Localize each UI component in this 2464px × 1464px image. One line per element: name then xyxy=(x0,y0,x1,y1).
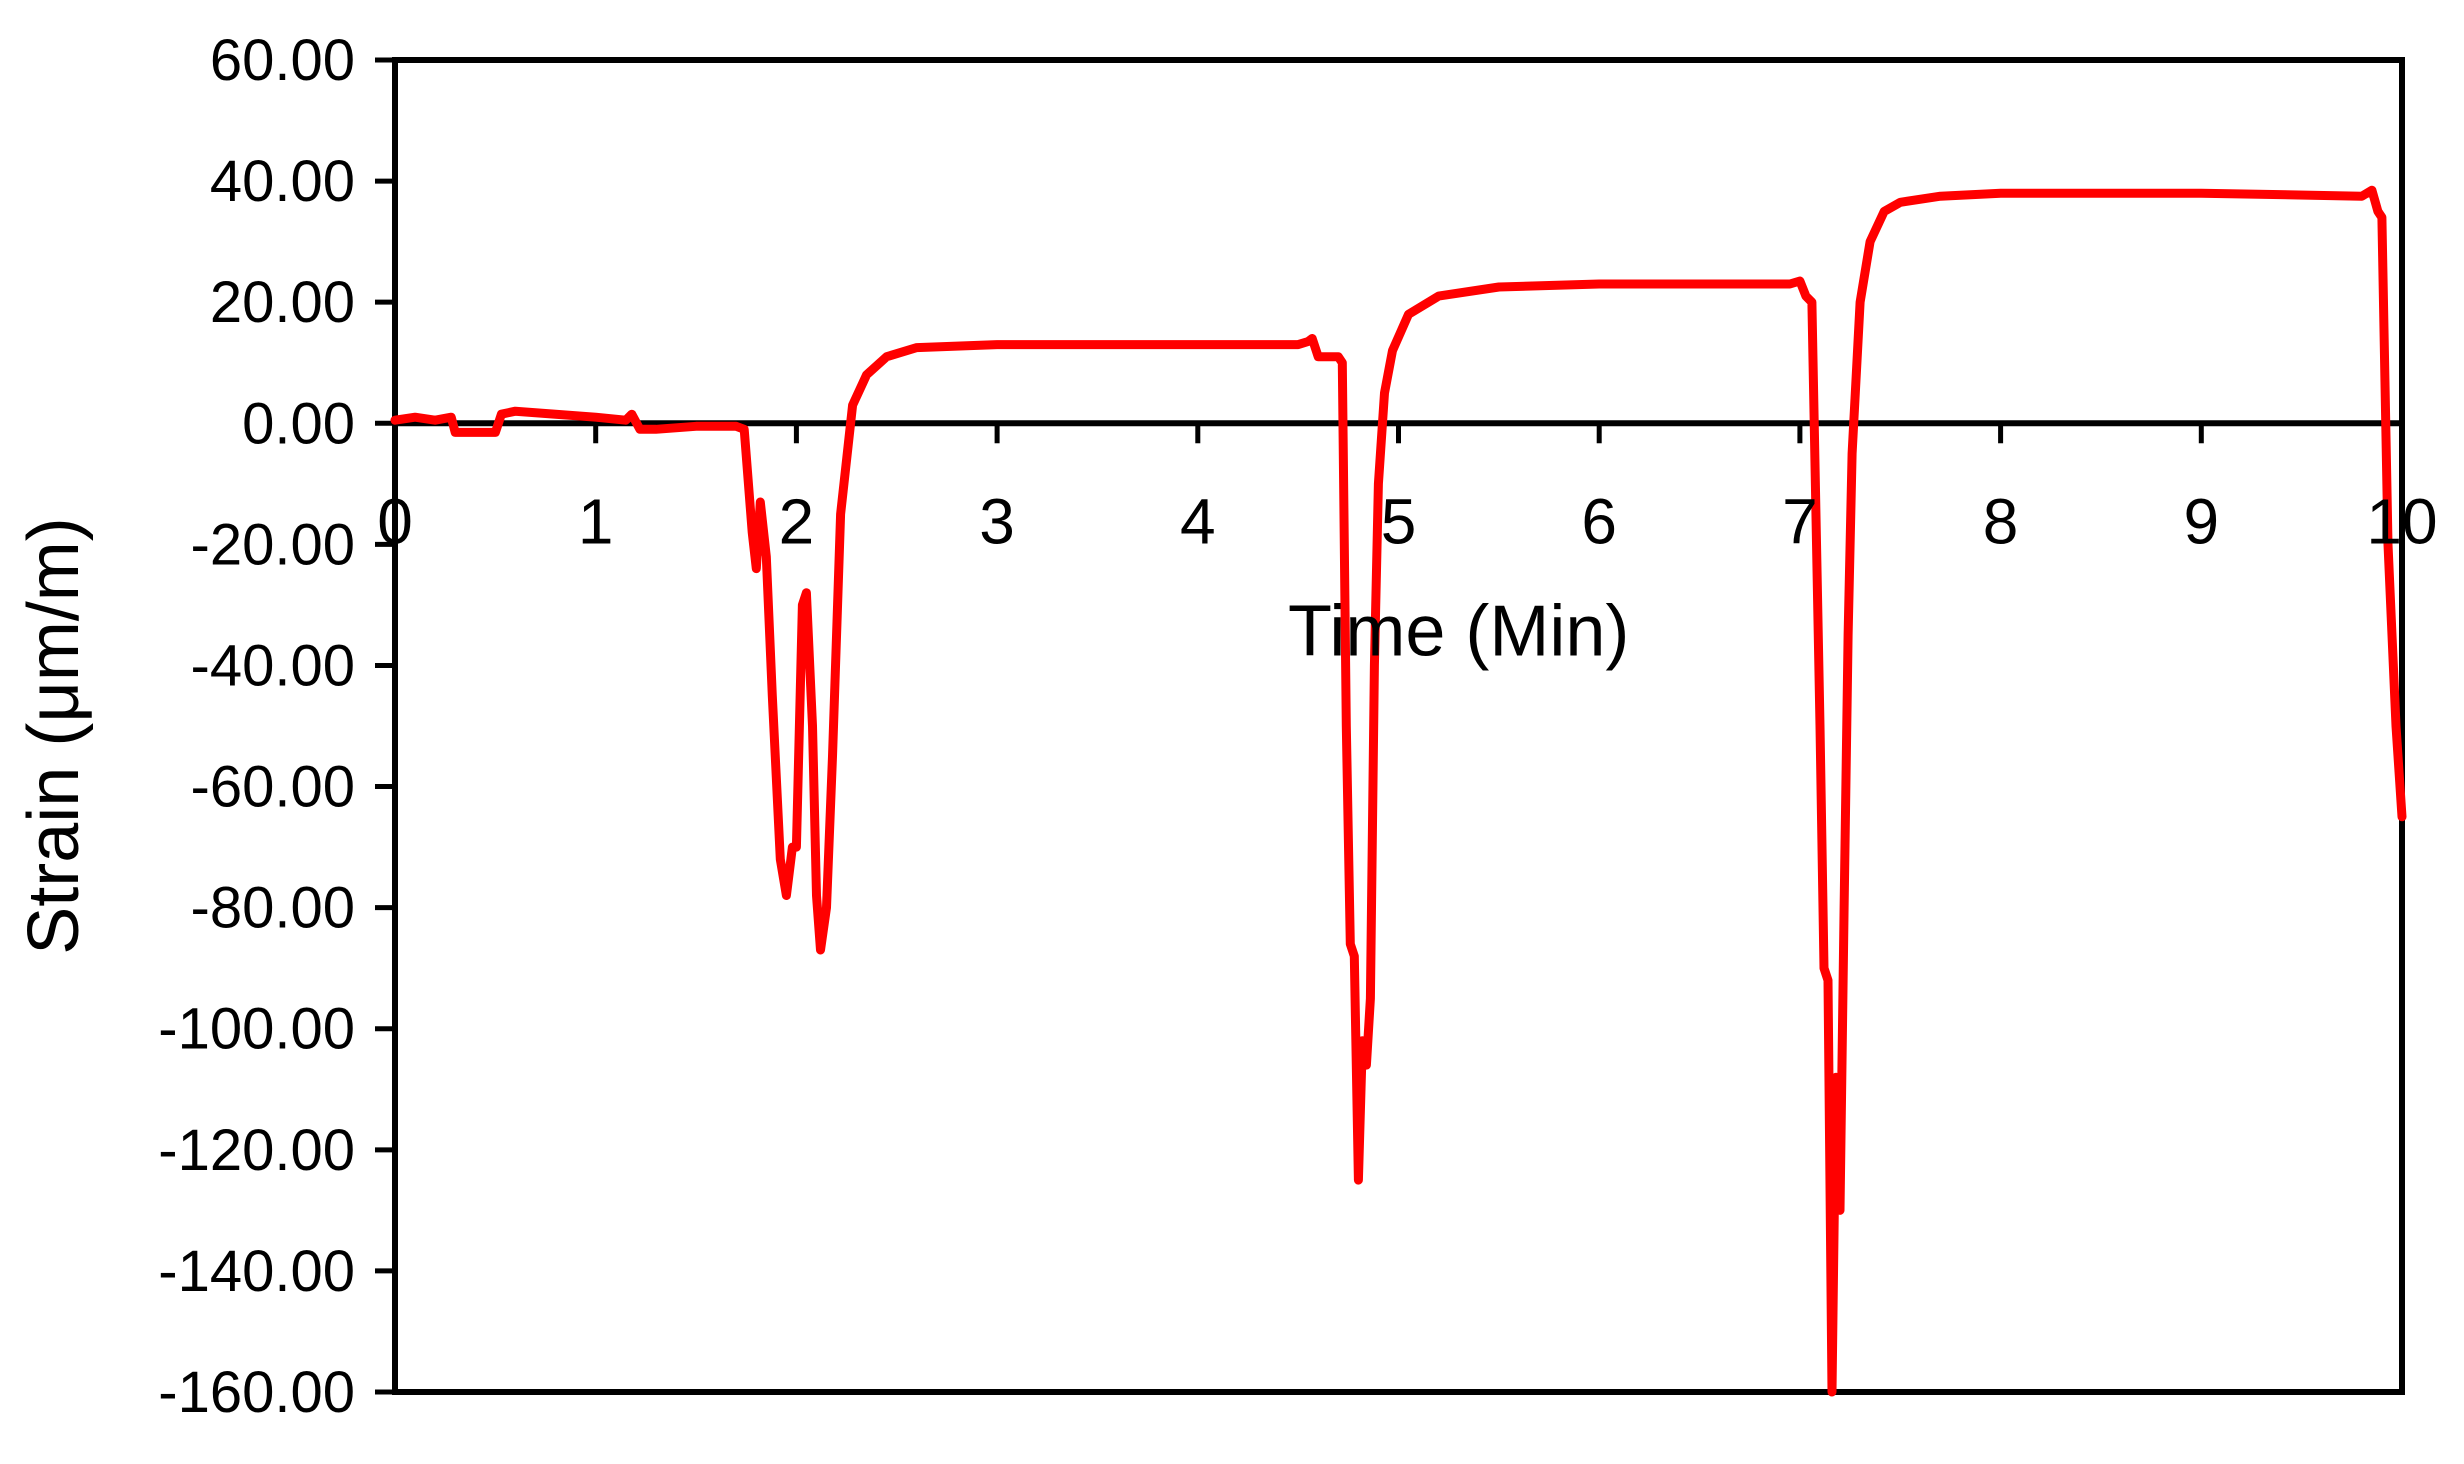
x-tick-label: 2 xyxy=(779,485,815,557)
x-tick-label: 3 xyxy=(979,485,1015,557)
x-axis-label: Time (Min) xyxy=(1288,591,1629,671)
x-tick-label: 9 xyxy=(2184,485,2220,557)
y-tick-label: -140.00 xyxy=(158,1239,355,1304)
x-tick-label: 8 xyxy=(1983,485,2019,557)
x-tick-label: 7 xyxy=(1782,485,1818,557)
y-tick-label: 20.00 xyxy=(210,270,355,335)
y-tick-label: 40.00 xyxy=(210,149,355,214)
y-axis-label: Strain (μm/m) xyxy=(14,517,94,954)
x-tick-label: 5 xyxy=(1381,485,1417,557)
y-tick-label: -20.00 xyxy=(191,512,355,577)
x-axis-ticks xyxy=(392,423,2405,444)
strain-series-line xyxy=(390,185,2407,1397)
x-axis-tick-labels: 0 1 2 3 4 5 6 7 8 9 10 xyxy=(377,485,2437,557)
x-tick-label: 0 xyxy=(377,485,413,557)
y-tick-label: 0.00 xyxy=(242,391,355,456)
y-axis-tick-labels: 60.00 40.00 20.00 0.00 -20.00 -40.00 -60.00 -80… xyxy=(158,28,355,1425)
x-tick-label: 10 xyxy=(2366,485,2437,557)
y-tick-label: -80.00 xyxy=(191,876,355,941)
y-axis-ticks xyxy=(375,57,395,1395)
x-tick-label: 1 xyxy=(578,485,614,557)
y-tick-label: -40.00 xyxy=(191,633,355,698)
plot-area-frame xyxy=(392,57,2405,1395)
x-tick-label: 4 xyxy=(1180,485,1216,557)
y-tick-label: -160.00 xyxy=(158,1360,355,1425)
y-tick-label: -120.00 xyxy=(158,1118,355,1183)
y-tick-label: -60.00 xyxy=(191,755,355,820)
x-tick-label: 6 xyxy=(1581,485,1617,557)
y-tick-label: 60.00 xyxy=(210,28,355,93)
y-tick-label: -100.00 xyxy=(158,997,355,1062)
